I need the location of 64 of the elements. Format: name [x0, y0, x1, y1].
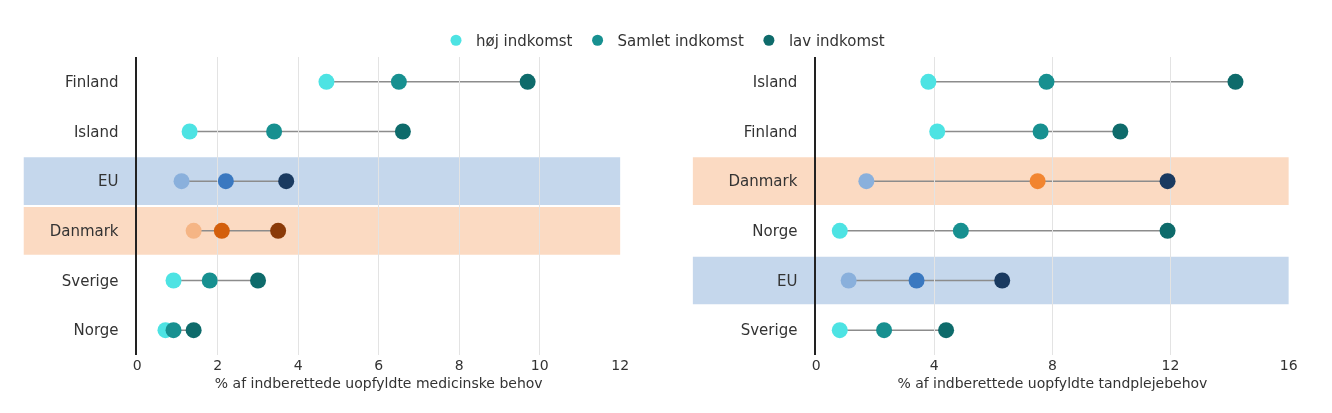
point [1159, 222, 1176, 239]
point [278, 173, 295, 190]
x-tick-label: 6 [374, 357, 384, 373]
point [390, 73, 407, 90]
y-tick-label: EU [776, 271, 798, 290]
x-tick-label: 8 [454, 357, 464, 373]
point [876, 322, 893, 339]
y-tick-label: Finland [64, 73, 119, 92]
point [908, 272, 925, 289]
y-tick-label: Island [752, 73, 798, 92]
point [201, 272, 218, 289]
x-tick-label: 0 [811, 357, 821, 373]
point [858, 173, 875, 190]
x-tick-label: 12 [1161, 357, 1180, 373]
x-tick-label: 4 [293, 357, 303, 373]
point [1032, 123, 1049, 140]
point [831, 222, 848, 239]
point [270, 222, 287, 239]
y-tick-label: Finland [743, 122, 798, 141]
point [1029, 173, 1046, 190]
point [952, 222, 969, 239]
point [1227, 73, 1244, 90]
point [929, 123, 946, 140]
point [1159, 173, 1176, 190]
point [994, 272, 1011, 289]
x-axis-title: % af indberettede uopfyldte medicinske behov [214, 375, 543, 392]
x-tick-label: 8 [1047, 357, 1057, 373]
point [920, 73, 937, 90]
y-tick-label: Danmark [728, 172, 798, 191]
point [840, 272, 857, 289]
point [1112, 123, 1129, 140]
point [165, 322, 182, 339]
y-tick-label: Sverige [740, 321, 798, 340]
point [831, 322, 848, 339]
point [165, 272, 182, 289]
legend-label: Samlet indkomst [617, 32, 744, 51]
point [185, 322, 202, 339]
y-tick-label: Sverige [61, 271, 119, 290]
x-tick-label: 0 [132, 357, 142, 373]
x-tick-label: 10 [530, 357, 549, 373]
y-tick-label: EU [98, 172, 119, 191]
y-tick-label: Danmark [49, 222, 119, 241]
y-tick-label: Norge [752, 222, 798, 241]
point [213, 222, 230, 239]
point [318, 73, 335, 90]
legend-label: lav indkomst [788, 32, 885, 51]
x-tick-label: 4 [929, 357, 939, 373]
point [266, 123, 283, 140]
x-axis-title: % af indberettede uopfyldte tandplejebehov [897, 375, 1208, 392]
point [519, 73, 536, 90]
x-tick-label: 2 [213, 357, 223, 373]
point [938, 322, 955, 339]
point [181, 123, 198, 140]
point [217, 173, 234, 190]
point [394, 123, 411, 140]
point [250, 272, 267, 289]
x-tick-label: 16 [1279, 357, 1298, 373]
legend-label: høj indkomst [476, 32, 573, 51]
point [185, 222, 202, 239]
x-tick-label: 12 [611, 357, 630, 373]
point [173, 173, 190, 190]
point [1038, 73, 1055, 90]
y-tick-label: Norge [73, 321, 119, 340]
y-tick-label: Island [73, 122, 119, 141]
